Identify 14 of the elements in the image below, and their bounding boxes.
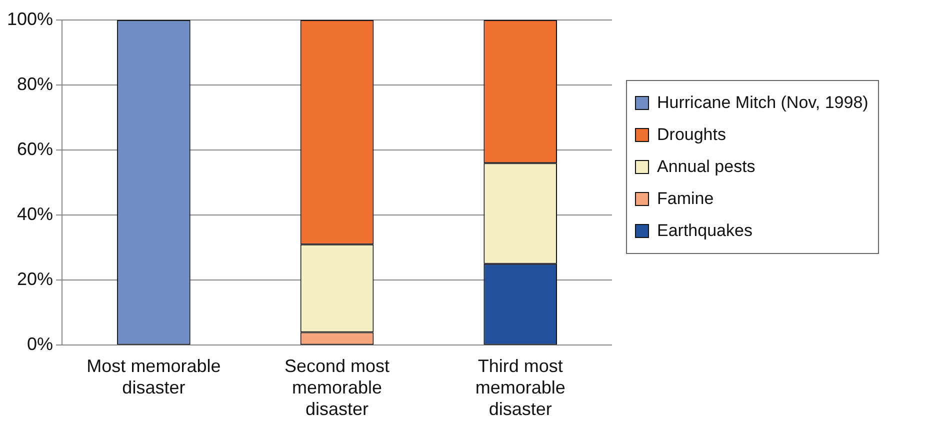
y-tick-label: 80% (17, 74, 54, 94)
legend-label: Earthquakes (657, 221, 752, 241)
x-tick-label: Third most memorable disaster (475, 356, 566, 420)
legend-label: Droughts (657, 125, 726, 145)
y-tick-label: 0% (27, 334, 54, 354)
legend-label: Annual pests (657, 157, 756, 177)
legend-label: Hurricane Mitch (Nov, 1998) (657, 93, 868, 113)
y-tick-label: 40% (17, 204, 54, 224)
x-tick-label: Second most memorable disaster (284, 356, 390, 420)
y-tick-label: 20% (17, 269, 54, 290)
y-tick-label: 60% (17, 139, 54, 160)
y-tick-label: 100% (6, 8, 54, 29)
legend-label: Famine (657, 189, 714, 209)
x-tick-label: Most memorable disaster (86, 356, 221, 398)
